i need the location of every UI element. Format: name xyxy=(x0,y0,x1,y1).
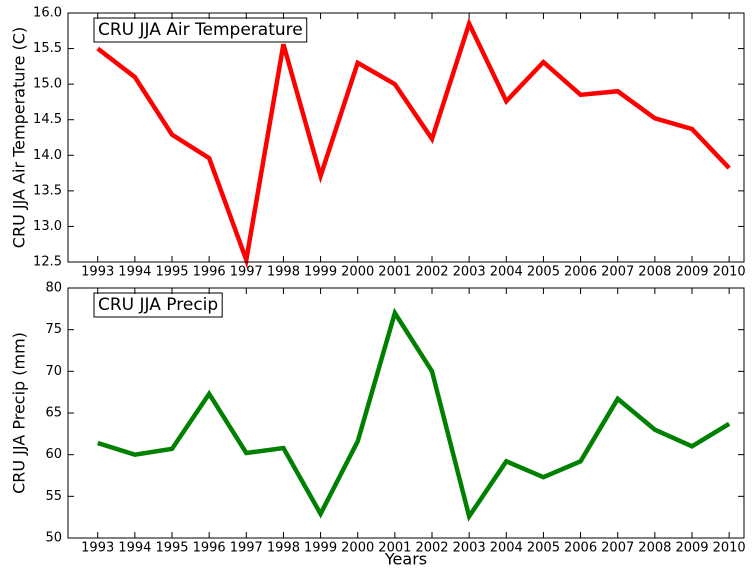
x-tick-label: 1996 xyxy=(193,265,226,280)
x-tick-label: 1997 xyxy=(230,541,263,556)
y-tick-label: 15.5 xyxy=(33,41,62,56)
y-tick-label: 16.0 xyxy=(33,6,62,21)
y-tick-label: 60 xyxy=(45,447,62,462)
chart-title: CRU JJA Air Temperature xyxy=(98,20,303,40)
x-tick-label: 1999 xyxy=(304,265,337,280)
x-tick-label: 2000 xyxy=(341,265,374,280)
y-tick-label: 12.5 xyxy=(33,255,62,270)
x-tick-label: 1993 xyxy=(81,541,114,556)
x-tick-label: 2008 xyxy=(638,265,671,280)
y-tick-label: 55 xyxy=(45,489,62,504)
x-tick-label: 2006 xyxy=(564,265,597,280)
x-tick-label: 1993 xyxy=(81,265,114,280)
x-tick-label: 2010 xyxy=(713,265,746,280)
y-tick-label: 14.5 xyxy=(33,112,62,127)
plot-frame xyxy=(67,287,745,539)
x-tick-label: 2005 xyxy=(527,265,560,280)
x-tick-label: 2008 xyxy=(638,541,671,556)
x-tick-label: 2003 xyxy=(453,541,486,556)
plot-frame xyxy=(67,12,745,263)
y-tick-label: 75 xyxy=(45,322,62,337)
x-tick-label: 1997 xyxy=(230,265,263,280)
x-tick-label: 2007 xyxy=(601,265,634,280)
y-tick-label: 15.0 xyxy=(33,77,62,92)
x-tick-label: 2009 xyxy=(675,541,708,556)
x-tick-label: 2005 xyxy=(527,541,560,556)
chart-title: CRU JJA Precip xyxy=(98,295,218,315)
x-tick-label: 2002 xyxy=(415,541,448,556)
x-tick-label: 1995 xyxy=(155,265,188,280)
x-tick-label: 2001 xyxy=(378,265,411,280)
x-axis-label: Years xyxy=(384,550,427,568)
x-tick-label: 2000 xyxy=(341,541,374,556)
x-tick-label: 2010 xyxy=(713,541,746,556)
y-tick-label: 65 xyxy=(45,406,62,421)
x-tick-label: 2001 xyxy=(378,541,411,556)
y-tick-label: 80 xyxy=(45,281,62,296)
y-tick-label: 13.5 xyxy=(33,183,62,198)
title-box xyxy=(93,17,308,43)
x-tick-label: 1994 xyxy=(118,541,151,556)
y-tick-label: 70 xyxy=(45,364,62,379)
y-tick-label: 50 xyxy=(45,531,62,546)
y-axis-label: CRU JJA Precip (mm) xyxy=(10,332,29,494)
x-tick-label: 1998 xyxy=(267,265,300,280)
x-tick-label: 2009 xyxy=(675,265,708,280)
y-tick-label: 13.0 xyxy=(33,219,62,234)
x-tick-label: 1994 xyxy=(118,265,151,280)
title-box xyxy=(93,292,223,318)
x-tick-label: 1999 xyxy=(304,541,337,556)
data-line xyxy=(97,307,731,522)
x-tick-label: 2006 xyxy=(564,541,597,556)
x-tick-label: 1998 xyxy=(267,541,300,556)
x-tick-label: 2003 xyxy=(453,265,486,280)
x-tick-label: 2004 xyxy=(490,541,523,556)
y-tick-label: 14.0 xyxy=(33,148,62,163)
x-tick-label: 1995 xyxy=(155,541,188,556)
x-tick-label: 2002 xyxy=(415,265,448,280)
x-tick-label: 1996 xyxy=(193,541,226,556)
x-tick-label: 2004 xyxy=(490,265,523,280)
data-line xyxy=(96,17,731,269)
x-tick-label: 2007 xyxy=(601,541,634,556)
y-axis-label: CRU JJA Air Temperature (C) xyxy=(10,27,29,248)
